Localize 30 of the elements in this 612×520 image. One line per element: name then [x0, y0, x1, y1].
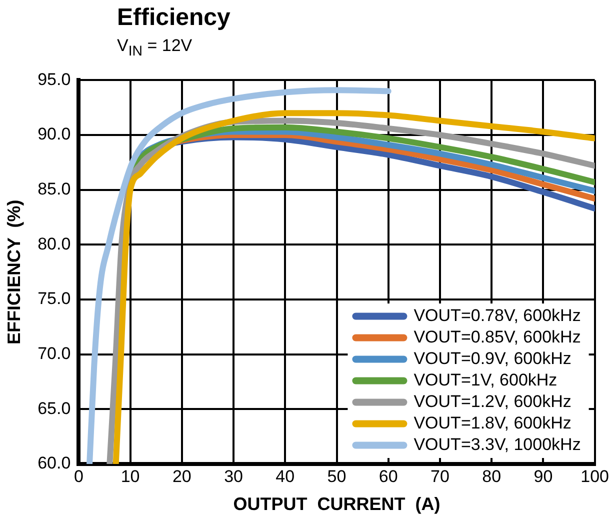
legend-label: VOUT=0.9V, 600kHz	[414, 348, 572, 368]
x-tick-label: 60	[378, 466, 398, 486]
x-tick-label: 30	[224, 466, 243, 486]
x-tick-label: 40	[276, 466, 295, 486]
y-tick-label: 95.0	[38, 70, 71, 89]
x-tick-label: 70	[430, 466, 450, 486]
chart-subtitle: V$_{IN}$ = 12V	[117, 36, 192, 60]
x-tick-label: 50	[327, 466, 346, 486]
y-axis-title: EFFICIENCY (%)	[4, 200, 24, 344]
x-tick-label: 10	[120, 466, 140, 486]
x-tick-label: 100	[580, 466, 610, 486]
legend-label: VOUT=1.8V, 600kHz	[414, 413, 572, 432]
x-tick-label: 20	[172, 466, 192, 486]
y-tick-label: 85.0	[38, 180, 71, 199]
legend-label: VOUT=1.2V, 600kHz	[414, 392, 572, 411]
y-tick-label: 90.0	[38, 124, 71, 144]
x-tick-label: 0	[74, 466, 84, 486]
legend-label: VOUT=1V, 600kHz	[414, 370, 558, 390]
y-tick-label: 70.0	[38, 344, 71, 364]
x-tick-label: 90	[534, 466, 553, 486]
chart-title: Efficiency	[117, 4, 230, 32]
legend-label: VOUT=0.85V, 600kHz	[414, 327, 581, 346]
y-tick-label: 80.0	[38, 234, 71, 254]
x-tick-label: 80	[482, 466, 502, 486]
x-axis-title: OUTPUT CURRENT (A)	[233, 494, 440, 514]
y-tick-label: 75.0	[38, 289, 71, 308]
legend-label: VOUT=0.78V, 600kHz	[414, 306, 581, 325]
y-tick-label: 65.0	[38, 398, 71, 418]
legend-label: VOUT=3.3V, 1000kHz	[414, 434, 581, 454]
y-tick-label: 60.0	[38, 454, 71, 473]
